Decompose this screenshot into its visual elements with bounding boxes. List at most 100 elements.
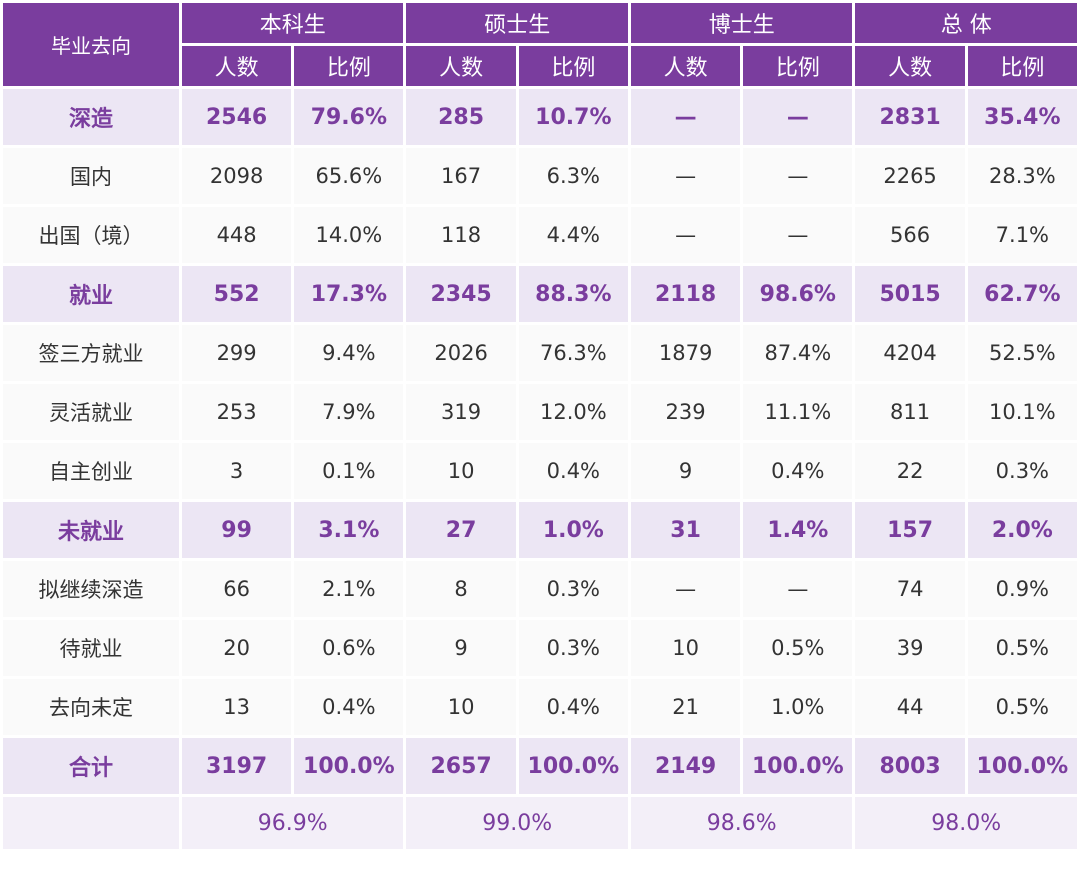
ratio-cell: 100.0% — [743, 738, 853, 794]
count-cell: 3197 — [182, 738, 292, 794]
ratio-cell: 87.4% — [743, 325, 853, 381]
header-ratio: 比例 — [967, 46, 1077, 86]
count-cell: 2026 — [406, 325, 516, 381]
ratio-cell: 10.1% — [967, 384, 1077, 440]
rate-row-label — [3, 797, 179, 849]
count-cell: — — [630, 561, 741, 617]
header-ratio: 比例 — [743, 46, 853, 86]
count-cell: 2265 — [855, 148, 965, 204]
ratio-cell: 100.0% — [518, 738, 628, 794]
ratio-cell: 11.1% — [743, 384, 853, 440]
ratio-cell: — — [743, 207, 853, 263]
count-cell: 2831 — [855, 89, 965, 145]
count-cell: 2345 — [406, 266, 516, 322]
count-cell: 9 — [630, 443, 741, 499]
header-ratio: 比例 — [294, 46, 404, 86]
ratio-cell: 12.0% — [518, 384, 628, 440]
count-cell: — — [630, 89, 741, 145]
rate-cell: 99.0% — [406, 797, 628, 849]
count-cell: 22 — [855, 443, 965, 499]
row-label: 国内 — [3, 148, 179, 204]
header-master: 硕士生 — [406, 3, 628, 43]
category-row: 深造 2546 79.6% 285 10.7% — —2831 35.4% — [3, 89, 1077, 145]
rate-cell: 98.0% — [855, 797, 1077, 849]
ratio-cell: — — [743, 89, 853, 145]
ratio-cell: 4.4% — [518, 207, 628, 263]
row-label: 就业 — [3, 266, 179, 322]
ratio-cell: 35.4% — [967, 89, 1077, 145]
ratio-cell: 0.4% — [743, 443, 853, 499]
ratio-cell: 0.3% — [967, 443, 1077, 499]
row-label: 去向未定 — [3, 679, 179, 735]
count-cell: 74 — [855, 561, 965, 617]
count-cell: — — [630, 148, 741, 204]
ratio-cell: 7.9% — [294, 384, 404, 440]
header-undergraduate: 本科生 — [182, 3, 404, 43]
count-cell: 27 — [406, 502, 516, 558]
ratio-cell: 62.7% — [967, 266, 1077, 322]
ratio-cell: 76.3% — [518, 325, 628, 381]
ratio-cell: 0.5% — [967, 679, 1077, 735]
ratio-cell: 79.6% — [294, 89, 404, 145]
row-label: 合计 — [3, 738, 179, 794]
count-cell: 566 — [855, 207, 965, 263]
count-cell: 253 — [182, 384, 292, 440]
row-label: 拟继续深造 — [3, 561, 179, 617]
count-cell: 239 — [630, 384, 741, 440]
count-cell: 2546 — [182, 89, 292, 145]
row-label: 深造 — [3, 89, 179, 145]
table-row: 国内 2098 65.6% 167 6.3% — —2265 28.3% — [3, 148, 1077, 204]
ratio-cell: 0.1% — [294, 443, 404, 499]
count-cell: 552 — [182, 266, 292, 322]
ratio-cell: 0.9% — [967, 561, 1077, 617]
table-header: 毕业去向 本科生 硕士生 博士生 总 体 人数 比例 人数 比例 人数 比例 人… — [3, 3, 1077, 86]
rate-cell: 98.6% — [630, 797, 853, 849]
count-cell: 10 — [406, 679, 516, 735]
ratio-cell: — — [743, 561, 853, 617]
count-cell: 13 — [182, 679, 292, 735]
count-cell: 31 — [630, 502, 741, 558]
ratio-cell: 100.0% — [294, 738, 404, 794]
ratio-cell: 9.4% — [294, 325, 404, 381]
ratio-cell: 28.3% — [967, 148, 1077, 204]
category-row: 就业 552 17.3% 2345 88.3% 2118 98.6% 5015 62.7% — [3, 266, 1077, 322]
header-count: 人数 — [406, 46, 516, 86]
header-overall: 总 体 — [855, 3, 1077, 43]
row-label: 未就业 — [3, 502, 179, 558]
count-cell: 2098 — [182, 148, 292, 204]
total-row: 合计 3197 100.0% 2657 100.0% 2149 100.0% 8003 100.… — [3, 738, 1077, 794]
ratio-cell: 17.3% — [294, 266, 404, 322]
header-count: 人数 — [182, 46, 292, 86]
row-label: 出国（境） — [3, 207, 179, 263]
count-cell: 20 — [182, 620, 292, 676]
count-cell: — — [630, 207, 741, 263]
ratio-cell: 10.7% — [518, 89, 628, 145]
count-cell: 3 — [182, 443, 292, 499]
header-doctor: 博士生 — [630, 3, 853, 43]
ratio-cell: 2.1% — [294, 561, 404, 617]
count-cell: 1879 — [630, 325, 741, 381]
count-cell: 99 — [182, 502, 292, 558]
ratio-cell: 0.3% — [518, 561, 628, 617]
count-cell: 8 — [406, 561, 516, 617]
table-row: 灵活就业 253 7.9% 319 12.0% 239 11.1% 811 10.1% — [3, 384, 1077, 440]
count-cell: 66 — [182, 561, 292, 617]
row-label: 签三方就业 — [3, 325, 179, 381]
row-label: 自主创业 — [3, 443, 179, 499]
table-body: 深造 2546 79.6% 285 10.7% — —2831 35.4% 国内 2098 65.6… — [3, 89, 1077, 849]
table-row: 去向未定 13 0.4% 10 0.4% 21 1.0% 44 0.5% — [3, 679, 1077, 735]
ratio-cell: 6.3% — [518, 148, 628, 204]
ratio-cell: 52.5% — [967, 325, 1077, 381]
count-cell: 157 — [855, 502, 965, 558]
ratio-cell: 0.5% — [967, 620, 1077, 676]
count-cell: 5015 — [855, 266, 965, 322]
count-cell: 167 — [406, 148, 516, 204]
header-ratio: 比例 — [518, 46, 628, 86]
ratio-cell: 1.0% — [743, 679, 853, 735]
count-cell: 2657 — [406, 738, 516, 794]
ratio-cell: 0.4% — [518, 443, 628, 499]
table-row: 签三方就业 299 9.4% 2026 76.3% 1879 87.4% 4204 52.5% — [3, 325, 1077, 381]
count-cell: 448 — [182, 207, 292, 263]
table-row: 自主创业 3 0.1% 10 0.4% 9 0.4% 22 0.3% — [3, 443, 1077, 499]
count-cell: 9 — [406, 620, 516, 676]
